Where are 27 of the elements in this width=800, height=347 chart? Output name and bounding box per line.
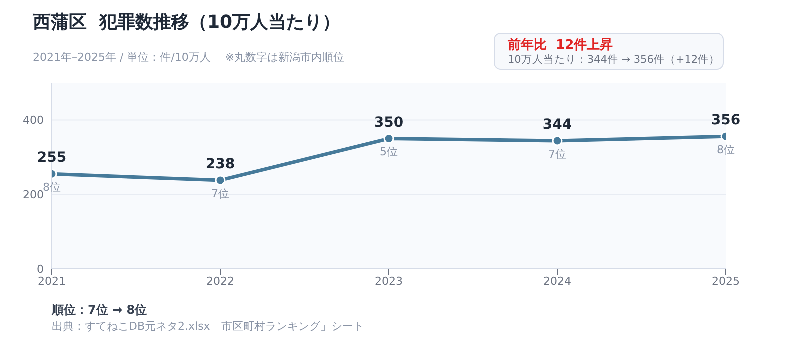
chart-title: 西蒲区 犯罪数推移（10万人当たり）: [33, 11, 341, 34]
text: 前年比 12件上昇: [508, 38, 614, 54]
data-label: 238: [206, 156, 236, 172]
y-tick-label: 200: [23, 188, 44, 202]
annotation: 7位: [212, 187, 230, 200]
x-tick-label: 2023: [375, 274, 403, 288]
source-note: 出典：すてねこDB元ネタ2.xlsx「市区町村ランキング」シート: [52, 319, 364, 334]
point: [215, 175, 226, 186]
annotation: 5位: [380, 146, 398, 159]
x-tick-label: 2021: [38, 274, 66, 288]
point: [552, 136, 563, 146]
chart-subtitle: 2021年–2025年 / 単位：件/10万人 ※丸数字は新潟市内順位: [33, 50, 345, 65]
text: 10万人当たり：344件 → 356件（+12件）: [508, 54, 722, 67]
x-tick-label: 2024: [544, 274, 572, 288]
data-label: 350: [374, 114, 404, 131]
annotation: 7位: [548, 148, 566, 161]
y-tick-label: 400: [23, 114, 44, 128]
y-tick-label: 0: [37, 262, 44, 276]
data-label: 356: [711, 112, 741, 129]
annotation: 8位: [717, 143, 735, 156]
x-tick-label: 2022: [206, 274, 234, 288]
annotation: 8位: [43, 180, 61, 194]
x-tick-label: 2025: [712, 274, 740, 288]
point: [384, 134, 394, 144]
data-label: 255: [37, 150, 67, 166]
text: 順位：7位 → 8位: [52, 302, 148, 319]
data-label: 344: [542, 117, 572, 134]
